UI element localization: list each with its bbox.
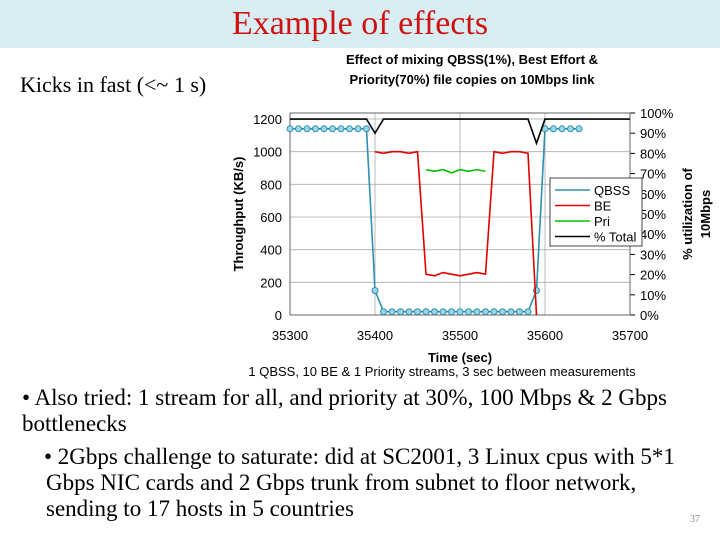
bullet: • Also tried: 1 stream for all, and prio…: [22, 385, 667, 436]
y-tick-label: 400: [260, 243, 282, 258]
series-line: [290, 118, 630, 146]
y-tick-label: 200: [260, 275, 282, 290]
y-tick-label: 600: [260, 210, 282, 225]
point: [448, 308, 455, 316]
y-tick-label: 1200: [253, 112, 282, 127]
bullets: • Also tried: 1 stream for all, and prio…: [22, 385, 675, 521]
point: [380, 308, 387, 316]
chart-note: 1 QBSS, 10 BE & 1 Priority streams, 3 se…: [248, 364, 636, 379]
x-tick-label: 35500: [442, 328, 478, 343]
point: [329, 125, 336, 133]
point: [295, 125, 302, 133]
y2-tick-label: 100%: [640, 106, 674, 121]
point: [499, 308, 506, 316]
y2-tick-label: 50%: [640, 207, 666, 222]
point: [320, 125, 328, 133]
y2-tick-label: 60%: [640, 187, 666, 202]
point: [482, 308, 489, 316]
point: [431, 308, 438, 316]
y2-tick-label: 80%: [640, 146, 666, 161]
point: [346, 125, 353, 133]
point: [550, 125, 557, 133]
y-tick-label: 1000: [253, 145, 282, 160]
point: [397, 308, 404, 316]
slide-subtitle: Kicks in fast (<~ 1 s): [20, 72, 206, 97]
point: [363, 125, 370, 133]
point: [473, 308, 481, 316]
y2-axis-label: 10Mbps: [698, 190, 713, 238]
point: [414, 308, 421, 316]
x-tick-label: 35300: [272, 328, 308, 343]
y2-tick-label: 30%: [640, 247, 666, 262]
point: [388, 308, 396, 316]
point: [422, 308, 430, 316]
point: [490, 308, 498, 316]
legend-label: Pri: [594, 214, 610, 229]
header-band: [0, 0, 720, 48]
slide-title: Example of effects: [232, 5, 488, 42]
y2-tick-label: 20%: [640, 268, 666, 283]
point: [465, 308, 472, 316]
series-line: [374, 150, 538, 316]
x-tick-label: 35400: [357, 328, 393, 343]
y2-axis-label: % utilization of: [680, 167, 695, 259]
x-axis-label: Time (sec): [428, 350, 492, 365]
point: [354, 125, 362, 133]
point: [371, 287, 379, 294]
point: [524, 308, 532, 316]
chart-title: Priority(70%) file copies on 10Mbps link: [350, 72, 596, 87]
point: [405, 308, 413, 316]
point: [312, 125, 319, 133]
point: [439, 308, 447, 316]
point: [456, 308, 464, 316]
y2-tick-label: 0%: [640, 308, 659, 323]
x-tick-label: 35700: [612, 328, 648, 343]
y2-tick-label: 70%: [640, 167, 666, 182]
y-tick-label: 800: [260, 177, 282, 192]
point: [567, 125, 574, 133]
point: [507, 308, 515, 316]
bullet: • 2Gbps challenge to saturate: did at SC…: [44, 444, 675, 521]
point: [575, 125, 583, 133]
legend-label: BE: [594, 199, 612, 214]
y-tick-label: 0: [275, 308, 282, 323]
y2-tick-label: 90%: [640, 126, 666, 141]
y-axis-label: Throughput (KB/s): [231, 157, 246, 272]
page-number: 37: [690, 514, 700, 525]
point: [516, 308, 523, 316]
point: [558, 125, 566, 133]
y2-tick-label: 40%: [640, 227, 666, 242]
point: [303, 125, 311, 133]
legend-label: % Total: [594, 230, 637, 245]
y2-tick-label: 10%: [640, 288, 666, 303]
chart-title: Effect of mixing QBSS(1%), Best Effort &: [346, 52, 598, 67]
point: [286, 125, 294, 133]
legend-label: QBSS: [594, 183, 630, 198]
series-line: [425, 168, 486, 174]
point: [337, 125, 345, 133]
x-tick-label: 35600: [527, 328, 563, 343]
